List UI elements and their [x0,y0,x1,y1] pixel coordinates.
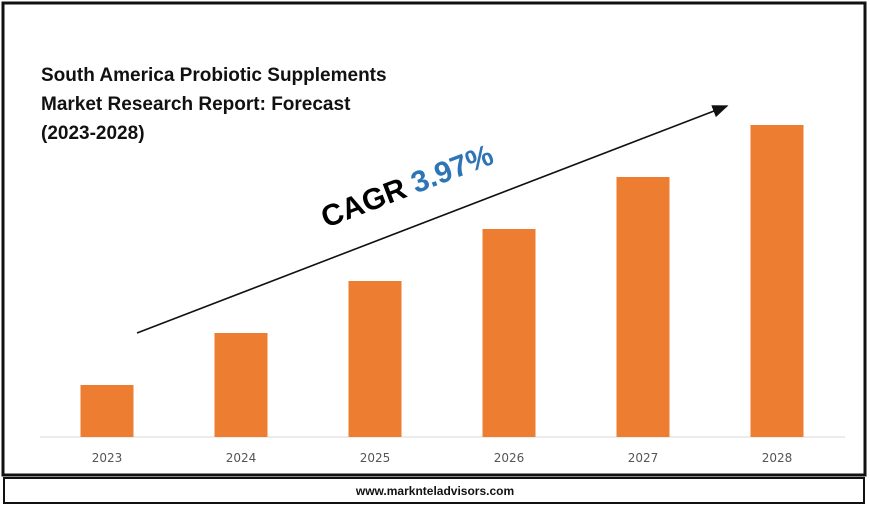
bar-2028 [750,125,804,437]
chart-title-line-2: Market Research Report: Forecast [41,94,351,115]
x-tick-label: 2023 [92,451,123,465]
footer-frame [3,477,865,504]
chart-frame [1,1,867,477]
x-tick-label: 2025 [360,451,391,465]
x-tick-label: 2028 [762,451,793,465]
x-tick-label: 2027 [628,451,659,465]
x-tick-label: 2024 [226,451,257,465]
bar-2024 [214,333,268,437]
bar-2027 [616,177,670,437]
chart-title-line-3: (2023-2028) [41,123,145,144]
bar-2023 [80,385,134,437]
chart-title-line-1: South America Probiotic Supplements [41,65,387,86]
growth-arrow [136,105,729,334]
footer-url[interactable]: www.marknteladvisors.com [355,484,514,498]
x-tick-label: 2026 [494,451,525,465]
bar-2026 [482,229,536,437]
bar-2025 [348,281,402,437]
